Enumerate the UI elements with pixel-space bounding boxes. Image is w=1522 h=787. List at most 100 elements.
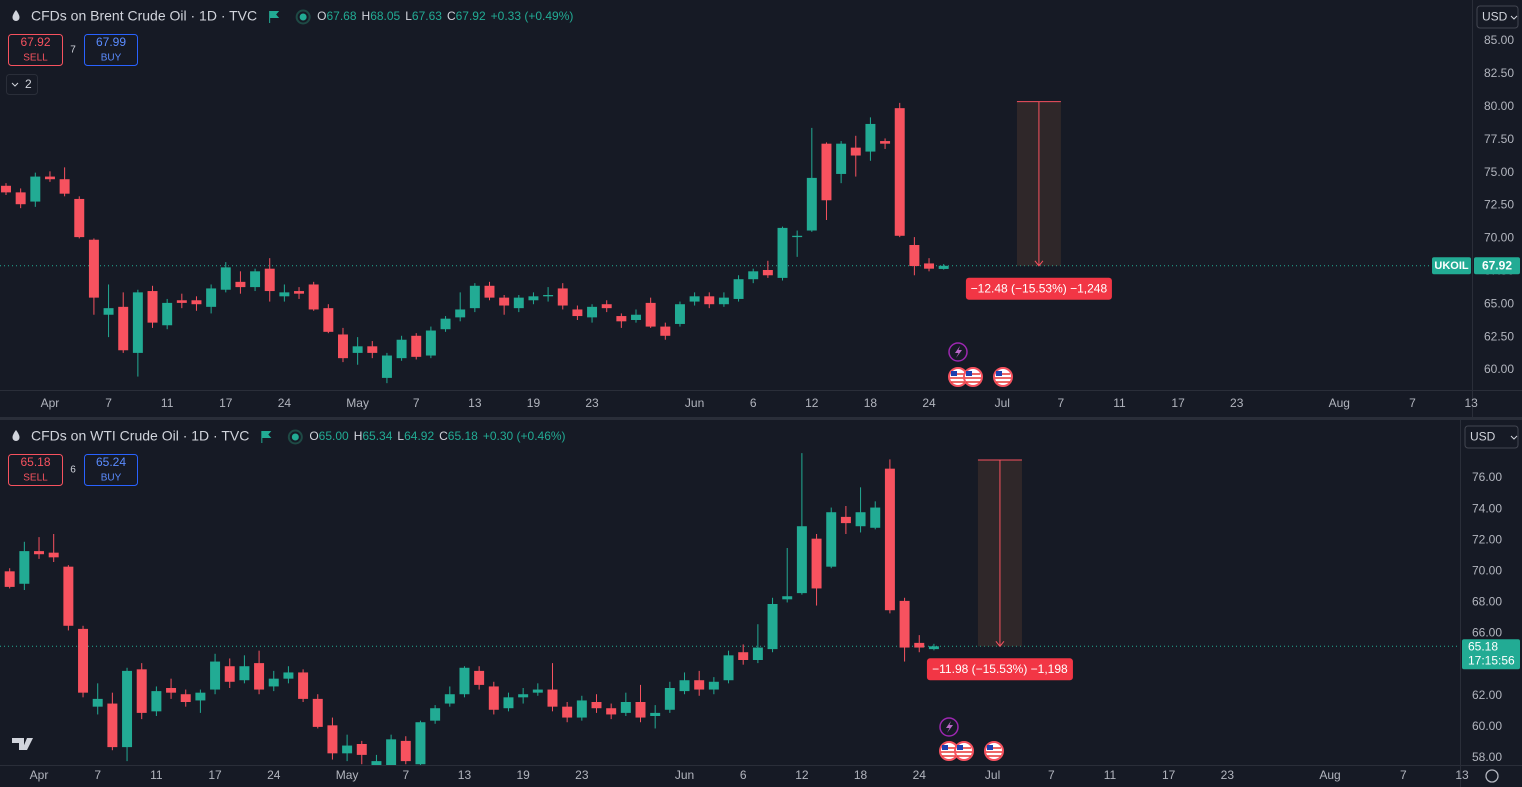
candle-body [767, 604, 778, 650]
measure-arrowhead [1034, 260, 1044, 267]
buy-button[interactable] [84, 34, 138, 66]
x-tick-label: 13 [1455, 768, 1469, 782]
flag-circle [963, 367, 983, 387]
x-tick-label: Jun [675, 768, 694, 782]
tradingview-logo[interactable] [12, 738, 33, 750]
candle-body [635, 702, 646, 718]
candle-body [430, 708, 441, 721]
candle-body [74, 198, 85, 238]
x-tick-label: 18 [864, 396, 878, 410]
currency-box[interactable] [1464, 425, 1519, 449]
ohlc-key: H [362, 9, 371, 23]
candle-body [411, 335, 422, 357]
chart-title: CFDs on WTI Crude Oil · 1D · TVC [31, 428, 249, 444]
candle-body [591, 702, 602, 709]
candle-body [704, 296, 715, 305]
x-tick-label: 23 [1230, 396, 1244, 410]
candle-body [928, 646, 939, 650]
candle-body [1, 185, 11, 193]
candle-body [371, 761, 382, 765]
indicators-toggle[interactable] [6, 74, 38, 95]
x-tick-label: 19 [527, 396, 541, 410]
sell-button[interactable] [8, 34, 63, 66]
settings-icon[interactable] [1485, 769, 1499, 783]
lightning [955, 346, 962, 358]
candle-body [356, 744, 367, 755]
x-tick-label: May [346, 396, 369, 410]
measure-label-box [965, 277, 1112, 300]
x-tick-label: Jun [685, 396, 704, 410]
y-tick-label: 60.00 [1472, 719, 1502, 733]
candle-body [865, 123, 876, 152]
candle-body [63, 566, 74, 626]
buy-button[interactable] [84, 454, 138, 486]
flag-icon[interactable] [993, 367, 1013, 387]
flag-canton [987, 745, 993, 750]
spread: 7 [70, 45, 76, 56]
y-tick-label: 70.00 [1472, 564, 1502, 578]
candle-body [503, 697, 514, 709]
candle-body [415, 722, 426, 765]
flag-icon[interactable] [269, 11, 280, 23]
event-icons [948, 342, 1013, 387]
y-tick-label: 76.00 [1472, 470, 1502, 484]
candle-body [518, 694, 529, 698]
y-tick-label: 72.00 [1472, 532, 1502, 546]
candle-body [513, 297, 524, 309]
last-price-box [1474, 257, 1520, 275]
x-tick-label: 24 [913, 768, 927, 782]
symbol-label: UKOIL [1434, 260, 1469, 272]
y-tick-label: 68.00 [1472, 595, 1502, 609]
candle-body [674, 304, 685, 324]
flag-icon[interactable] [954, 741, 974, 761]
ohlc-value: 68.05 [370, 9, 400, 23]
flag-canton [966, 371, 972, 376]
candle-body [836, 143, 847, 174]
x-tick-label: 13 [1464, 396, 1478, 410]
currency-box[interactable] [1476, 5, 1519, 29]
candle-body [396, 339, 407, 359]
candle-body [938, 265, 949, 269]
candle-body [342, 745, 353, 754]
ohlc-key: O [317, 9, 326, 23]
candle-body [162, 302, 173, 326]
candle-body [601, 304, 612, 309]
x-tick-label: 13 [468, 396, 482, 410]
x-tick-label: 13 [458, 768, 472, 782]
candle-body [738, 652, 749, 660]
currency-label: USD [1482, 10, 1508, 24]
flag-circle [993, 367, 1013, 387]
x-tick-label: 12 [805, 396, 819, 410]
ohlc-key: L [397, 429, 404, 443]
flag-icon[interactable] [984, 741, 1004, 761]
status-dot [291, 433, 299, 441]
flag-canton [996, 371, 1002, 376]
candle-body [631, 314, 641, 320]
ohlc-key: H [354, 429, 363, 443]
candle-body [151, 691, 162, 712]
candle-body [444, 694, 455, 704]
x-tick-label: 11 [1104, 768, 1117, 782]
candle-body [664, 688, 675, 710]
candle-body [180, 694, 191, 702]
ohlc-value: 65.18 [448, 429, 478, 443]
candle-body [88, 239, 99, 298]
buy-price: 65.24 [96, 455, 126, 469]
y-tick-label: 66.00 [1472, 626, 1502, 640]
ohlc-value: 64.92 [404, 429, 434, 443]
ohlc-key: C [439, 429, 448, 443]
candle-body [777, 227, 788, 278]
candle-body [352, 346, 363, 353]
flag-icon[interactable] [939, 741, 959, 761]
flag-icon[interactable] [963, 367, 983, 387]
candle-body [572, 309, 583, 317]
flag-icon[interactable] [261, 431, 272, 443]
candle-body [532, 689, 543, 693]
candle-body [78, 628, 89, 693]
x-tick-label: 18 [854, 768, 868, 782]
x-tick-label: 11 [161, 396, 174, 410]
x-tick-label: 7 [105, 396, 112, 410]
sell-button[interactable] [8, 454, 63, 486]
x-tick-label: 6 [740, 768, 747, 782]
candle-body [616, 316, 627, 322]
